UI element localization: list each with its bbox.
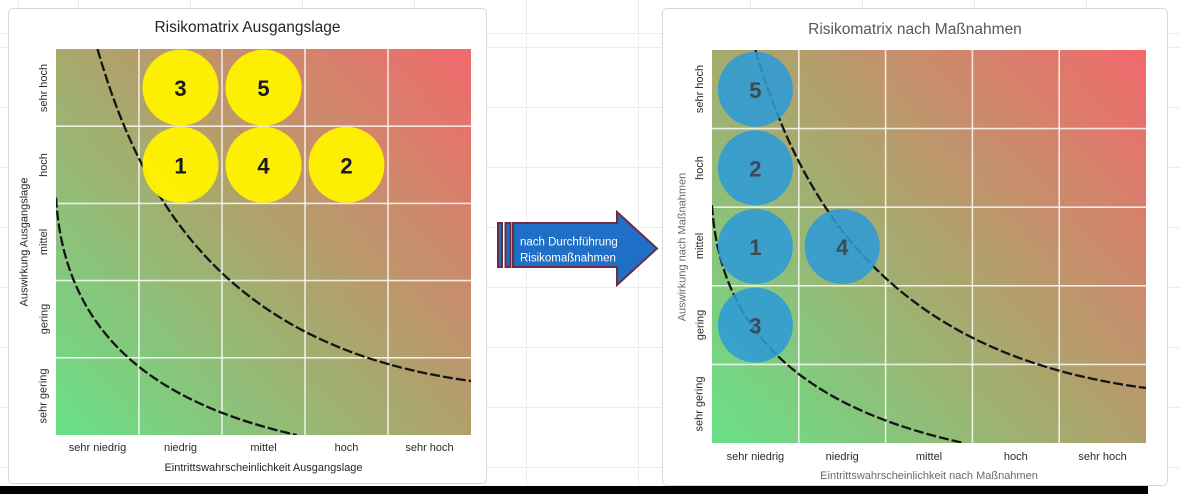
x-tick-label: sehr niedrig — [68, 442, 127, 454]
arrow-stripe-1 — [497, 222, 503, 268]
iso-risk-curves — [56, 49, 471, 435]
risk-bubble-label: 5 — [257, 76, 269, 101]
risk-bubble[interactable] — [717, 287, 793, 363]
y-tick-label: mittel — [694, 233, 706, 260]
y-axis-tick-labels: sehr hoch hoch mittel gering sehr gering — [692, 50, 708, 443]
risk-bubble[interactable] — [717, 51, 793, 127]
y-axis-tick-labels: sehr hoch hoch mittel gering sehr gering — [36, 49, 52, 435]
striped-right-arrow: nach Durchführung Risikomaßnahmen — [497, 209, 659, 288]
risk-bubble-label: 2 — [340, 153, 352, 178]
plot-area: 1 2 3 4 5 — [712, 50, 1146, 443]
x-tick-label: mittel — [250, 442, 277, 454]
x-tick-label: hoch — [334, 442, 359, 454]
risk-bubble-label: 1 — [174, 153, 186, 178]
risk-bubble[interactable] — [717, 130, 793, 206]
x-tick-label: sehr hoch — [1078, 451, 1127, 463]
arrow-stripe-2 — [504, 222, 512, 268]
risk-bubbles: 1 2 3 4 5 — [717, 51, 880, 363]
plot-area: 1 2 3 4 5 — [56, 49, 471, 435]
risk-matrix-after-chart[interactable]: Risikomatrix nach Maßnahmen — [662, 8, 1168, 486]
risk-bubble-label: 3 — [749, 314, 761, 339]
x-tick-label: niedrig — [163, 442, 198, 454]
y-tick-label: sehr hoch — [38, 63, 50, 112]
y-tick-label: sehr hoch — [694, 65, 706, 114]
risk-matrix-canvas: 1 2 3 4 5 — [56, 49, 471, 435]
risk-bubble[interactable] — [225, 126, 302, 203]
x-tick-label: niedrig — [825, 451, 859, 463]
screenshot-bottom-edge — [0, 486, 1148, 494]
risk-bubble[interactable] — [308, 126, 385, 203]
risk-bubble-label: 1 — [749, 235, 761, 260]
risk-bubble[interactable] — [804, 209, 880, 284]
x-tick-label: mittel — [915, 451, 943, 463]
arrow-label-line-2: Risikomaßnahmen — [520, 253, 616, 265]
y-tick-label: sehr gering — [38, 368, 51, 424]
risk-bubble[interactable] — [142, 49, 219, 126]
x-axis-title: Eintrittswahrscheinlichkeit nach Maßnahm… — [820, 470, 1038, 482]
y-tick-label: sehr gering — [694, 376, 707, 432]
risk-bubble-label: 4 — [257, 153, 270, 178]
arrow-body — [512, 209, 659, 288]
y-tick-label: mittel — [38, 228, 50, 256]
y-axis-title: Auswirkung Ausgangslage — [19, 177, 31, 307]
risk-matrix-before-chart[interactable]: Risikomatrix Ausgangslage — [8, 8, 487, 484]
risk-bubble[interactable] — [225, 49, 302, 126]
risk-bubble-label: 3 — [174, 76, 186, 101]
y-tick-label: gering — [694, 309, 707, 341]
risk-bubble[interactable] — [717, 209, 793, 284]
x-axis-tick-labels: sehr niedrig niedrig mittel hoch sehr ho… — [56, 442, 471, 456]
y-tick-label: hoch — [38, 152, 51, 177]
x-axis-tick-labels: sehr niedrig niedrig mittel hoch sehr ho… — [712, 451, 1146, 465]
chart-title: Risikomatrix nach Maßnahmen — [808, 21, 1022, 38]
chart-title: Risikomatrix Ausgangslage — [154, 19, 341, 36]
risk-bubbles: 1 2 3 4 5 — [142, 49, 385, 203]
risk-bubble[interactable] — [142, 126, 219, 203]
risk-bubble-label: 2 — [749, 156, 761, 181]
y-axis-title: Auswirkung nach Maßnahmen — [676, 172, 689, 321]
transition-arrow-shape[interactable]: nach Durchführung Risikomaßnahmen — [496, 209, 660, 289]
risk-bubble-label: 5 — [749, 78, 761, 103]
x-tick-label: hoch — [1003, 451, 1028, 463]
risk-matrix-canvas: 1 2 3 4 5 — [712, 50, 1146, 443]
x-tick-label: sehr niedrig — [726, 451, 785, 463]
y-tick-label: hoch — [694, 155, 707, 180]
arrow-label-line-1: nach Durchführung — [520, 237, 618, 249]
x-tick-label: sehr hoch — [405, 442, 454, 454]
x-axis-title: Eintrittswahrscheinlichkeit Ausgangslage — [164, 462, 363, 474]
y-tick-label: gering — [38, 303, 51, 335]
risk-bubble-label: 4 — [836, 235, 849, 260]
